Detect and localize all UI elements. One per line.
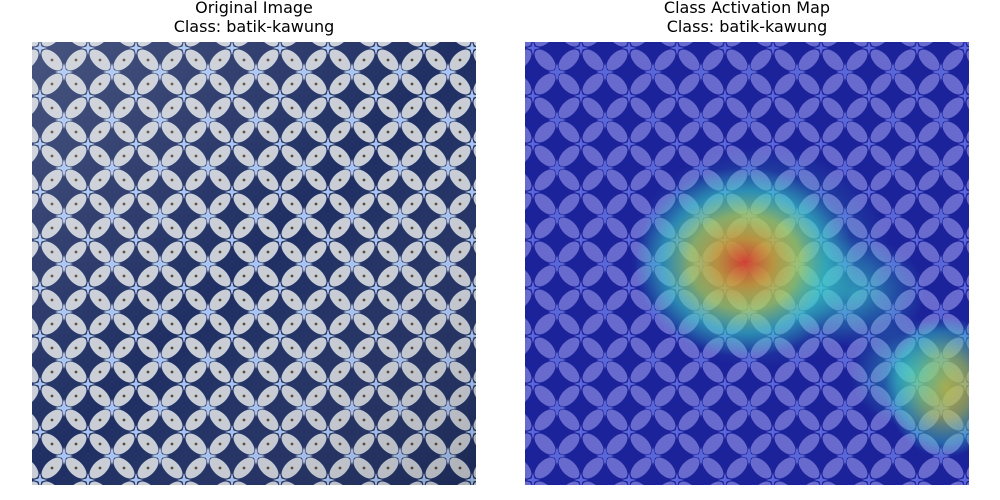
original-image-heading: Original Image (32, 0, 476, 17)
original-image (32, 42, 476, 485)
cam-class-label: Class: batik-kawung (525, 17, 969, 36)
class-activation-map (525, 42, 969, 485)
cam-title: Class Activation Map Class: batik-kawung (525, 0, 969, 36)
cam-heading: Class Activation Map (525, 0, 969, 17)
original-image-class-label: Class: batik-kawung (32, 17, 476, 36)
original-image-title: Original Image Class: batik-kawung (32, 0, 476, 36)
